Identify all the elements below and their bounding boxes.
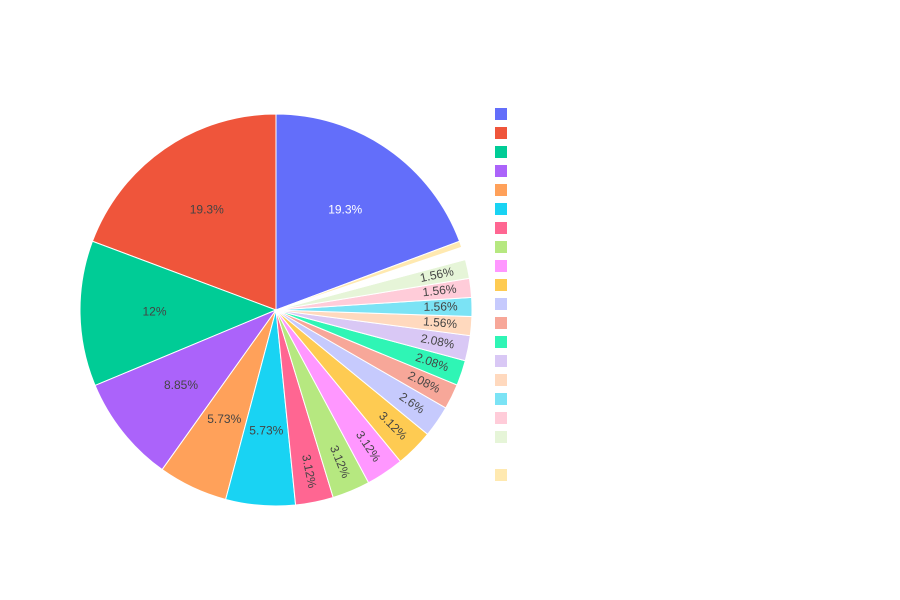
legend-swatch [495, 260, 507, 272]
pie-slice [91, 113, 277, 311]
legend-swatch [495, 108, 507, 120]
legend-swatch [495, 374, 507, 386]
slice-label: 19.3% [190, 202, 224, 216]
legend-swatch [495, 165, 507, 177]
slice-label: 8.85% [164, 378, 198, 392]
legend-swatch [495, 317, 507, 329]
legend-swatch [495, 127, 507, 139]
legend-swatch [495, 431, 507, 443]
slice-label: 1.56% [422, 282, 458, 300]
slice-label: 3.12% [299, 453, 319, 489]
legend-swatch [495, 241, 507, 253]
legend-swatch [495, 203, 507, 215]
legend-swatch [495, 469, 507, 481]
pie-slice [275, 113, 461, 311]
slice-label: 1.56% [423, 314, 458, 331]
slice-label: 2.08% [420, 331, 456, 351]
slice-label: 19.3% [328, 202, 362, 216]
legend-swatch [495, 184, 507, 196]
slice-label: 1.56% [423, 299, 458, 314]
legend-swatch [495, 355, 507, 367]
legend-swatch [495, 279, 507, 291]
slice-label: 5.73% [249, 423, 283, 437]
pie-slice [275, 240, 463, 311]
legend-swatch [495, 450, 507, 462]
slice-label: 12% [142, 304, 166, 318]
pie-slice [79, 240, 278, 387]
legend-swatch [495, 393, 507, 405]
legend-swatch [495, 146, 507, 158]
pie-slice [94, 308, 278, 471]
slice-label: 5.73% [207, 412, 241, 426]
legend-swatch [495, 298, 507, 310]
legend-swatch [495, 222, 507, 234]
legend-swatch [495, 412, 507, 424]
legend-swatch [495, 336, 507, 348]
